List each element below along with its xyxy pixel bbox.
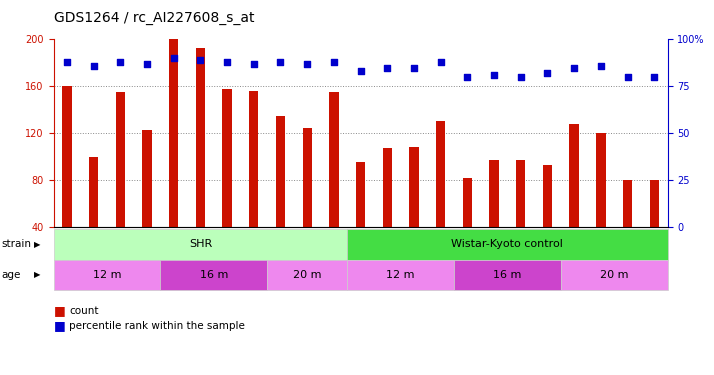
Point bbox=[275, 59, 286, 65]
Bar bbox=[383, 148, 392, 227]
Point bbox=[221, 59, 233, 65]
Bar bbox=[436, 122, 446, 227]
Point bbox=[648, 74, 660, 80]
Bar bbox=[623, 180, 632, 227]
Bar bbox=[356, 162, 366, 227]
Text: Wistar-Kyoto control: Wistar-Kyoto control bbox=[451, 239, 563, 249]
Text: count: count bbox=[69, 306, 99, 316]
Text: ■: ■ bbox=[54, 304, 65, 317]
Text: ▶: ▶ bbox=[34, 240, 41, 249]
Point bbox=[595, 63, 607, 69]
Text: 16 m: 16 m bbox=[493, 270, 522, 280]
Point bbox=[355, 68, 366, 74]
Bar bbox=[329, 92, 338, 227]
Point bbox=[61, 59, 73, 65]
Point bbox=[88, 63, 99, 69]
Point bbox=[515, 74, 526, 80]
Point bbox=[114, 59, 126, 65]
Text: 20 m: 20 m bbox=[600, 270, 628, 280]
Text: 20 m: 20 m bbox=[293, 270, 321, 280]
Bar bbox=[196, 48, 205, 227]
Bar bbox=[489, 160, 498, 227]
Point bbox=[435, 59, 446, 65]
Bar bbox=[89, 157, 99, 227]
Bar bbox=[169, 39, 178, 227]
Bar bbox=[516, 160, 526, 227]
Text: percentile rank within the sample: percentile rank within the sample bbox=[69, 321, 245, 331]
Text: GDS1264 / rc_AI227608_s_at: GDS1264 / rc_AI227608_s_at bbox=[54, 11, 254, 25]
Bar bbox=[303, 128, 312, 227]
Point bbox=[622, 74, 633, 80]
Bar bbox=[223, 88, 232, 227]
Text: ■: ■ bbox=[54, 320, 65, 332]
Bar bbox=[650, 180, 659, 227]
Text: strain: strain bbox=[1, 239, 31, 249]
Point bbox=[462, 74, 473, 80]
Point bbox=[301, 61, 313, 67]
Point bbox=[141, 61, 153, 67]
Bar bbox=[116, 92, 125, 227]
Point bbox=[248, 61, 259, 67]
Text: ▶: ▶ bbox=[34, 270, 41, 279]
Bar bbox=[142, 130, 151, 227]
Bar bbox=[570, 124, 579, 227]
Bar bbox=[543, 165, 552, 227]
Point bbox=[488, 72, 500, 78]
Text: 16 m: 16 m bbox=[199, 270, 228, 280]
Point bbox=[381, 64, 393, 70]
Text: SHR: SHR bbox=[188, 239, 212, 249]
Point bbox=[328, 59, 340, 65]
Bar bbox=[62, 86, 71, 227]
Point bbox=[542, 70, 553, 76]
Bar bbox=[276, 116, 285, 227]
Text: age: age bbox=[1, 270, 21, 280]
Bar bbox=[463, 178, 472, 227]
Point bbox=[168, 55, 179, 61]
Point bbox=[568, 64, 580, 70]
Text: 12 m: 12 m bbox=[93, 270, 121, 280]
Point bbox=[408, 64, 420, 70]
Bar bbox=[596, 133, 605, 227]
Bar bbox=[409, 147, 418, 227]
Bar bbox=[249, 91, 258, 227]
Point bbox=[195, 57, 206, 63]
Text: 12 m: 12 m bbox=[386, 270, 415, 280]
